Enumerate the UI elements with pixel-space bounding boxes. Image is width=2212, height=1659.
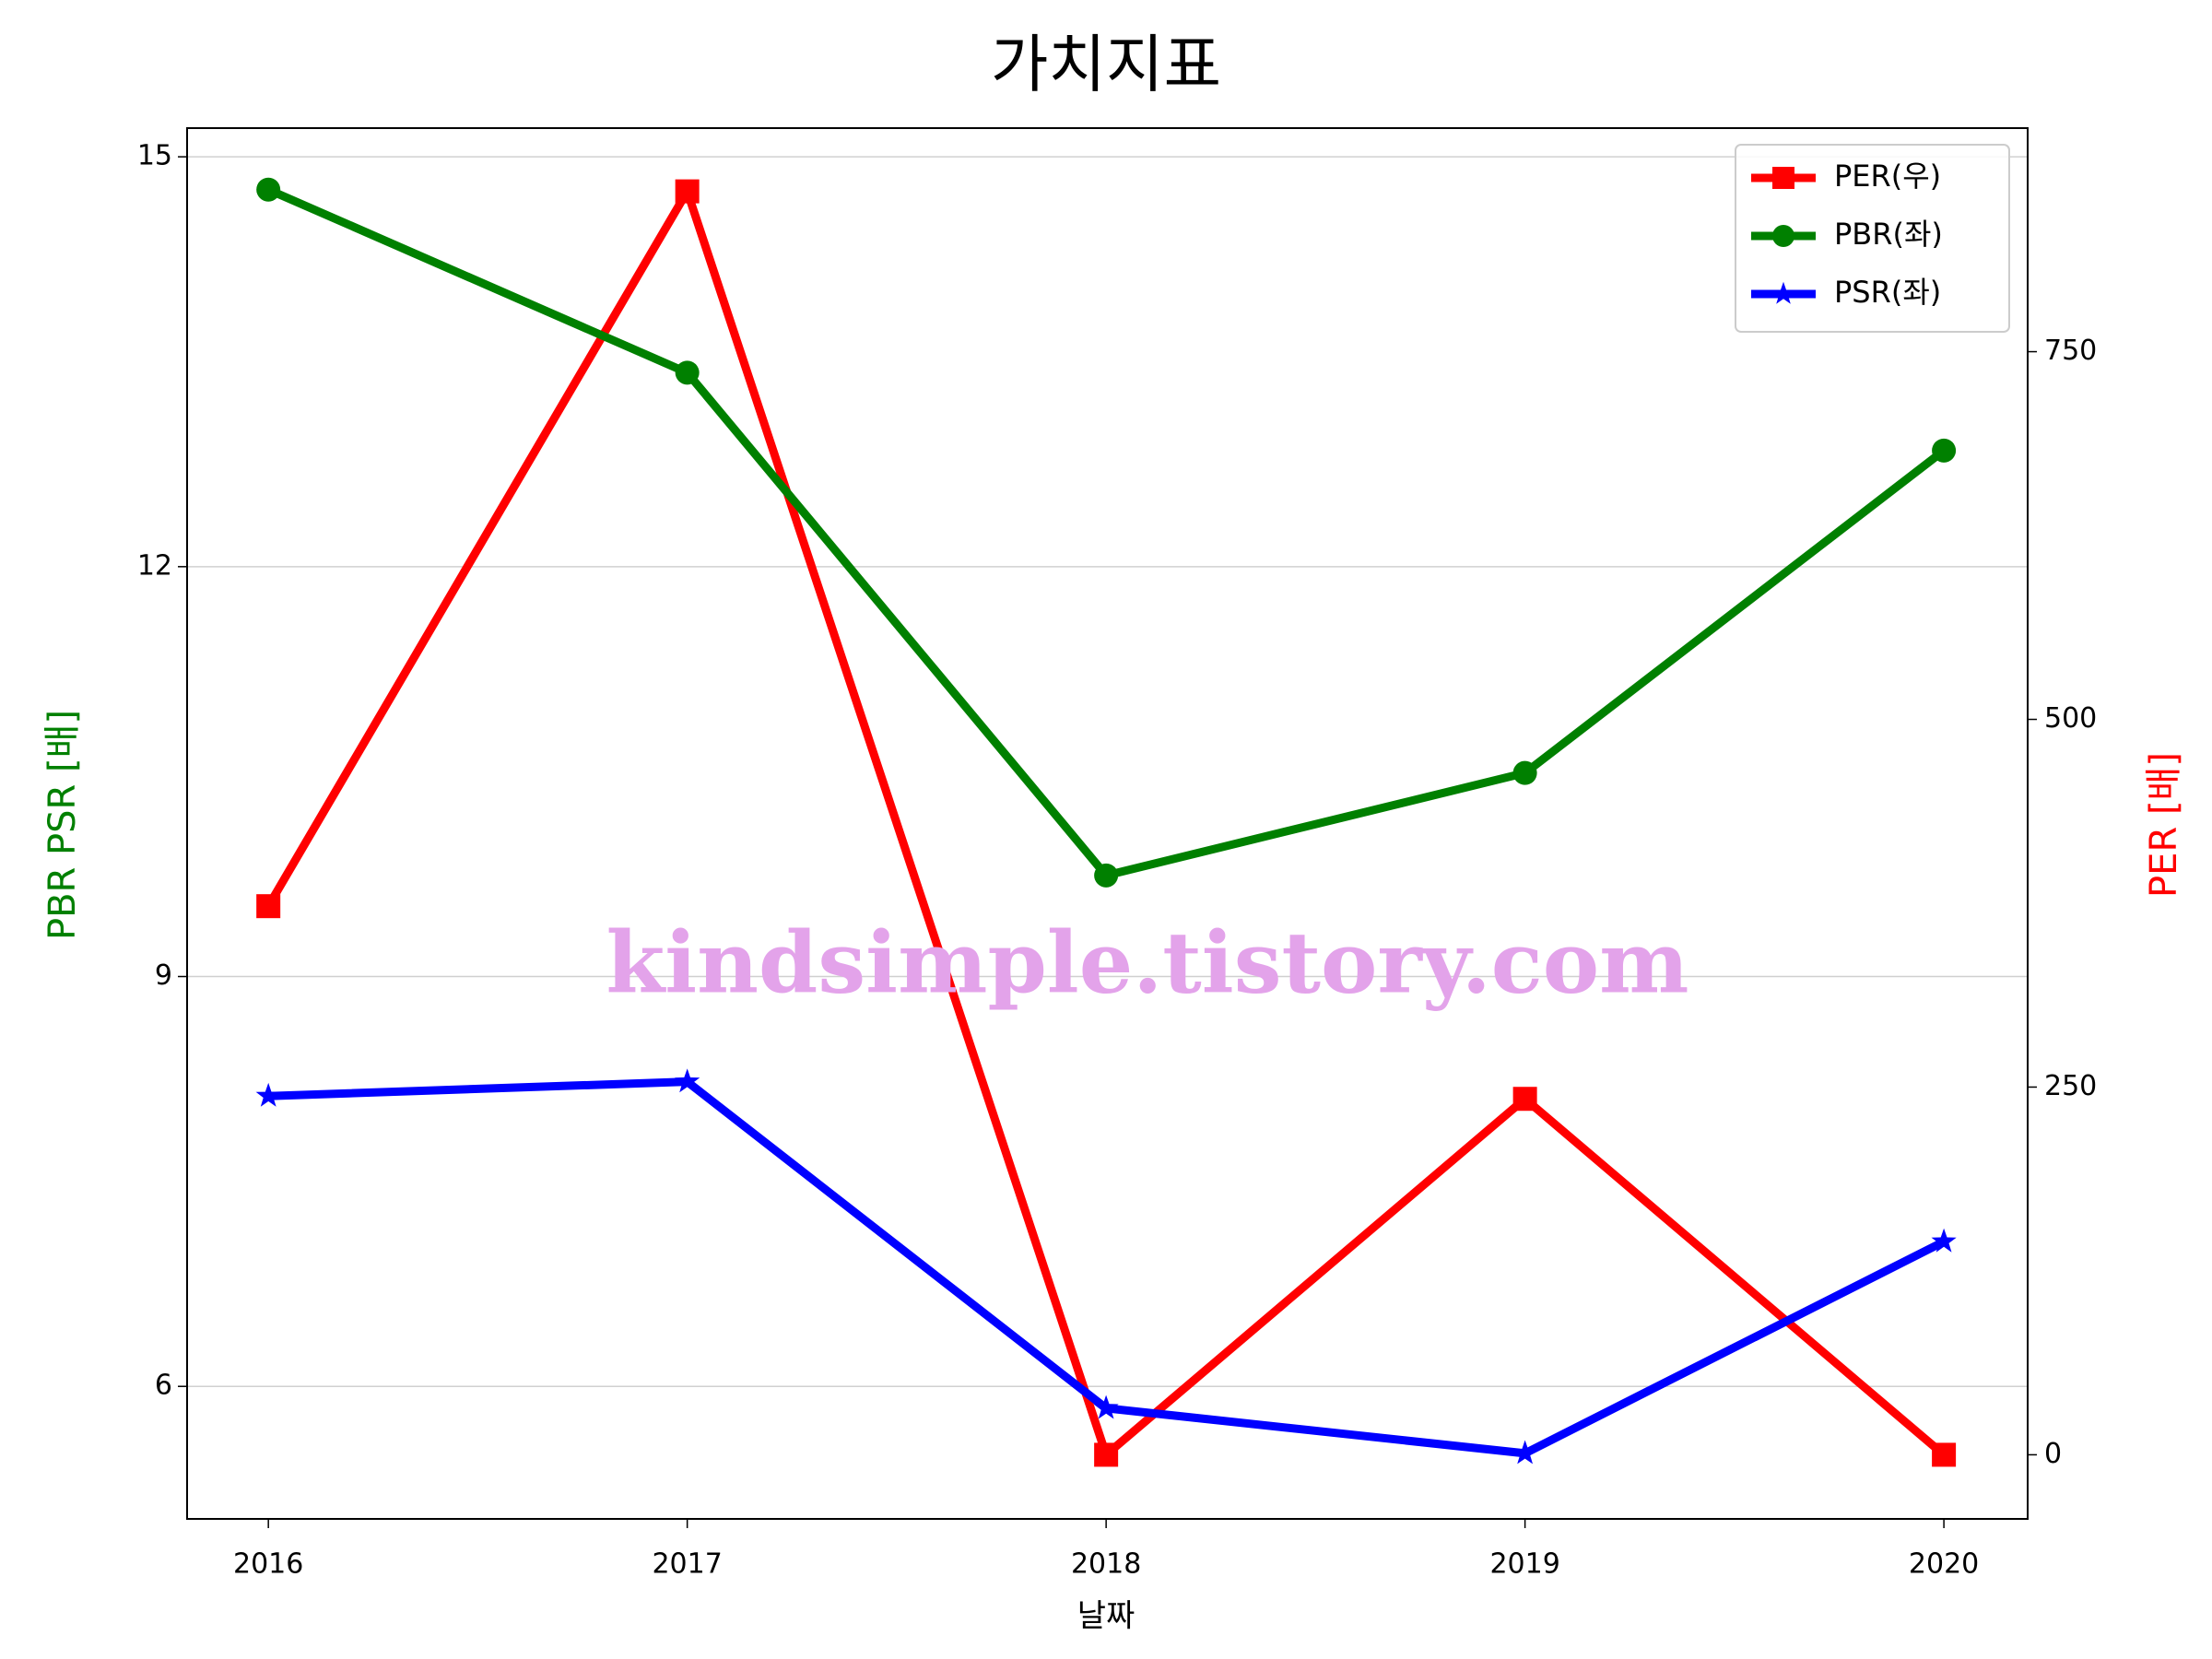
x-tick-label: 2017 xyxy=(652,1548,722,1581)
y2-tick-label: 750 xyxy=(2044,335,2097,367)
marker xyxy=(675,1068,700,1093)
watermark: kindsimple.tistory.com xyxy=(606,913,1688,1013)
marker xyxy=(1772,225,1794,247)
marker xyxy=(675,179,700,204)
x-axis-label: 날짜 xyxy=(1077,1598,1135,1635)
x-tick-label: 2020 xyxy=(1909,1548,1979,1581)
chart-title: 가치지표 xyxy=(991,29,1221,102)
y2-axis-label: PER [배] xyxy=(2143,752,2185,898)
marker xyxy=(1094,863,1119,888)
y2-tick-label: 0 xyxy=(2044,1438,2062,1470)
marker xyxy=(1512,760,1537,785)
y-axis-label: PBR PSR [배] xyxy=(41,710,84,940)
marker xyxy=(255,1082,281,1107)
x-tick-label: 2018 xyxy=(1071,1548,1141,1581)
y2-tick-label: 500 xyxy=(2044,702,2097,735)
marker xyxy=(256,177,281,202)
x-tick-label: 2019 xyxy=(1489,1548,1559,1581)
marker xyxy=(1931,1228,1957,1253)
y-tick-label: 12 xyxy=(137,549,172,582)
marker xyxy=(1772,167,1794,189)
marker xyxy=(1093,1394,1119,1419)
y-tick-label: 15 xyxy=(137,140,172,172)
marker xyxy=(1512,1440,1538,1465)
y-tick-label: 9 xyxy=(155,959,172,992)
series-line xyxy=(266,185,1947,880)
marker xyxy=(1932,1442,1957,1467)
marker xyxy=(675,360,700,385)
legend-label: PBR(좌) xyxy=(1834,217,1943,252)
marker xyxy=(1512,1087,1537,1112)
series-line xyxy=(265,187,1947,1459)
marker xyxy=(256,894,281,919)
y-tick-label: 6 xyxy=(155,1370,172,1402)
legend-box xyxy=(1735,144,2010,333)
y2-tick-label: 250 xyxy=(2044,1070,2097,1102)
legend-label: PER(우) xyxy=(1834,159,1941,194)
marker xyxy=(1094,1442,1119,1467)
marker xyxy=(1932,438,1957,463)
marker xyxy=(1771,281,1795,304)
x-tick-label: 2016 xyxy=(233,1548,303,1581)
legend-label: PSR(좌) xyxy=(1834,275,1941,310)
plot-frame xyxy=(186,127,2029,1520)
